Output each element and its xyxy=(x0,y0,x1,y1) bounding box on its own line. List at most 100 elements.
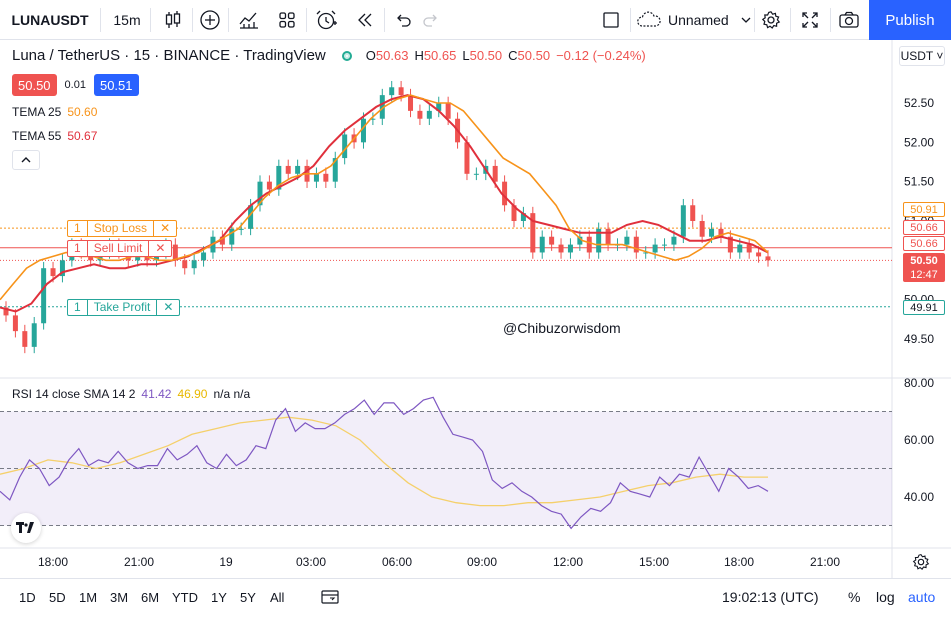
range-button-3m[interactable]: 3M xyxy=(110,589,129,605)
toolbar-divider xyxy=(150,8,151,32)
range-button-6m[interactable]: 6M xyxy=(141,589,160,605)
candle xyxy=(12,309,18,338)
trade-buttons: 50.50 0.01 50.51 xyxy=(12,74,139,96)
chart-settings-icon[interactable] xyxy=(912,553,932,573)
close-icon[interactable]: ✕ xyxy=(148,240,171,257)
candle-body xyxy=(671,236,677,245)
tema25-legend[interactable]: TEMA 25 50.60 xyxy=(12,105,97,119)
take-profit-price-tag: 49.91 xyxy=(903,300,945,315)
candle-body xyxy=(511,205,517,221)
take-profit-order[interactable]: 1 Take Profit ✕ xyxy=(67,299,181,316)
last-price-tag: 50.50 12:47 xyxy=(903,253,945,282)
camera-icon[interactable] xyxy=(832,0,866,40)
interval-button[interactable]: 15m xyxy=(113,12,141,28)
candle-body xyxy=(201,252,207,261)
close-icon[interactable]: ✕ xyxy=(156,299,179,316)
time-tick-label: 18:00 xyxy=(724,555,754,569)
auto-toggle[interactable]: auto xyxy=(908,589,936,605)
countdown-value: 12:47 xyxy=(910,269,938,281)
fullscreen-layout-icon[interactable] xyxy=(596,0,626,40)
candles-icon[interactable] xyxy=(156,0,190,40)
candle xyxy=(511,198,517,228)
candle xyxy=(59,254,65,283)
layout-name-label: Unnamed xyxy=(668,12,729,28)
range-button-1d[interactable]: 1D xyxy=(19,589,36,605)
alert-clock-icon[interactable] xyxy=(310,0,342,40)
close-icon[interactable]: ✕ xyxy=(153,220,176,237)
indicators-icon[interactable] xyxy=(234,0,264,40)
candle xyxy=(699,214,705,244)
candle xyxy=(652,238,658,259)
candle xyxy=(31,316,37,354)
candle-body xyxy=(266,181,272,190)
publish-button[interactable]: Publish xyxy=(869,0,951,40)
gear-icon[interactable] xyxy=(756,0,786,40)
templates-icon[interactable] xyxy=(272,0,302,40)
candle-body xyxy=(22,331,28,347)
tema55-price-tag: 50.66 xyxy=(903,236,945,251)
candle-body xyxy=(379,95,385,119)
candle-body xyxy=(248,205,254,229)
layout-name-button[interactable]: Unnamed xyxy=(636,0,752,40)
tema55-legend[interactable]: TEMA 55 50.67 xyxy=(12,129,97,143)
utc-clock[interactable]: 19:02:13 (UTC) xyxy=(722,589,819,605)
candle xyxy=(633,230,639,259)
currency-select[interactable]: USDT ˅ xyxy=(899,46,945,66)
rsi-tick-label: 80.00 xyxy=(904,376,934,390)
replay-icon[interactable] xyxy=(350,0,380,40)
chart-header: Luna / TetherUS · 15 · BINANCE · Trading… xyxy=(12,47,646,64)
redo-icon[interactable] xyxy=(418,0,444,40)
bottom-toolbar: 1D 5D 1M 3M 6M YTD 1Y 5Y All 19:02:13 (UTC) % lo… xyxy=(0,578,951,618)
toolbar-divider xyxy=(630,8,631,32)
tradingview-logo[interactable] xyxy=(11,513,41,543)
candle xyxy=(191,254,197,275)
rsi-legend[interactable]: RSI 14 close SMA 14 2 41.42 46.90 n/a n/… xyxy=(12,387,250,401)
collapse-legend-button[interactable] xyxy=(12,150,40,170)
candle xyxy=(229,222,235,251)
candle-body xyxy=(549,236,555,245)
spread-value: 0.01 xyxy=(64,79,86,91)
candle xyxy=(662,238,668,251)
candle-body xyxy=(295,165,301,174)
tema55-value: 50.67 xyxy=(67,129,98,143)
range-button-1y[interactable]: 1Y xyxy=(211,589,227,605)
undo-icon[interactable] xyxy=(390,0,416,40)
candle-body xyxy=(445,103,451,119)
add-indicator-icon[interactable] xyxy=(196,0,224,40)
log-toggle[interactable]: log xyxy=(876,589,895,605)
candle xyxy=(3,301,9,322)
range-button-5d[interactable]: 5D xyxy=(49,589,66,605)
date-range-icon[interactable] xyxy=(318,579,342,615)
sell-button[interactable]: 50.50 xyxy=(12,74,57,96)
symbol-search-button[interactable]: LUNAUSDT xyxy=(11,12,89,28)
candle-body xyxy=(473,173,479,175)
range-button-all[interactable]: All xyxy=(270,589,285,605)
range-button-5y[interactable]: 5Y xyxy=(240,589,256,605)
take-profit-label: Take Profit xyxy=(93,300,151,314)
percent-toggle[interactable]: % xyxy=(848,589,861,605)
candle-body xyxy=(530,213,536,253)
candle-body xyxy=(59,260,65,277)
candle-body xyxy=(624,236,630,245)
range-button-1m[interactable]: 1M xyxy=(79,589,98,605)
candle xyxy=(586,230,592,259)
sell-limit-order[interactable]: 1 Sell Limit ✕ xyxy=(67,240,173,257)
candle xyxy=(746,238,752,259)
candle xyxy=(313,167,319,188)
time-tick-label: 09:00 xyxy=(467,555,497,569)
candle-body xyxy=(229,228,235,245)
tema55-label: TEMA 55 xyxy=(12,129,62,143)
range-button-ytd[interactable]: YTD xyxy=(172,589,198,605)
candle-body xyxy=(417,110,423,119)
price-tick-label: 52.00 xyxy=(904,135,934,149)
last-price-value: 50.50 xyxy=(910,255,938,267)
candle-body xyxy=(699,221,705,237)
candle-body xyxy=(41,268,47,324)
candle xyxy=(22,324,28,354)
buy-button[interactable]: 50.51 xyxy=(93,74,139,96)
fullscreen-icon[interactable] xyxy=(794,0,826,40)
candle-body xyxy=(436,103,442,111)
candle-body xyxy=(398,87,404,96)
stop-loss-order[interactable]: 1 Stop Loss ✕ xyxy=(67,220,178,237)
ohlc-low: 50.50 xyxy=(469,48,503,63)
